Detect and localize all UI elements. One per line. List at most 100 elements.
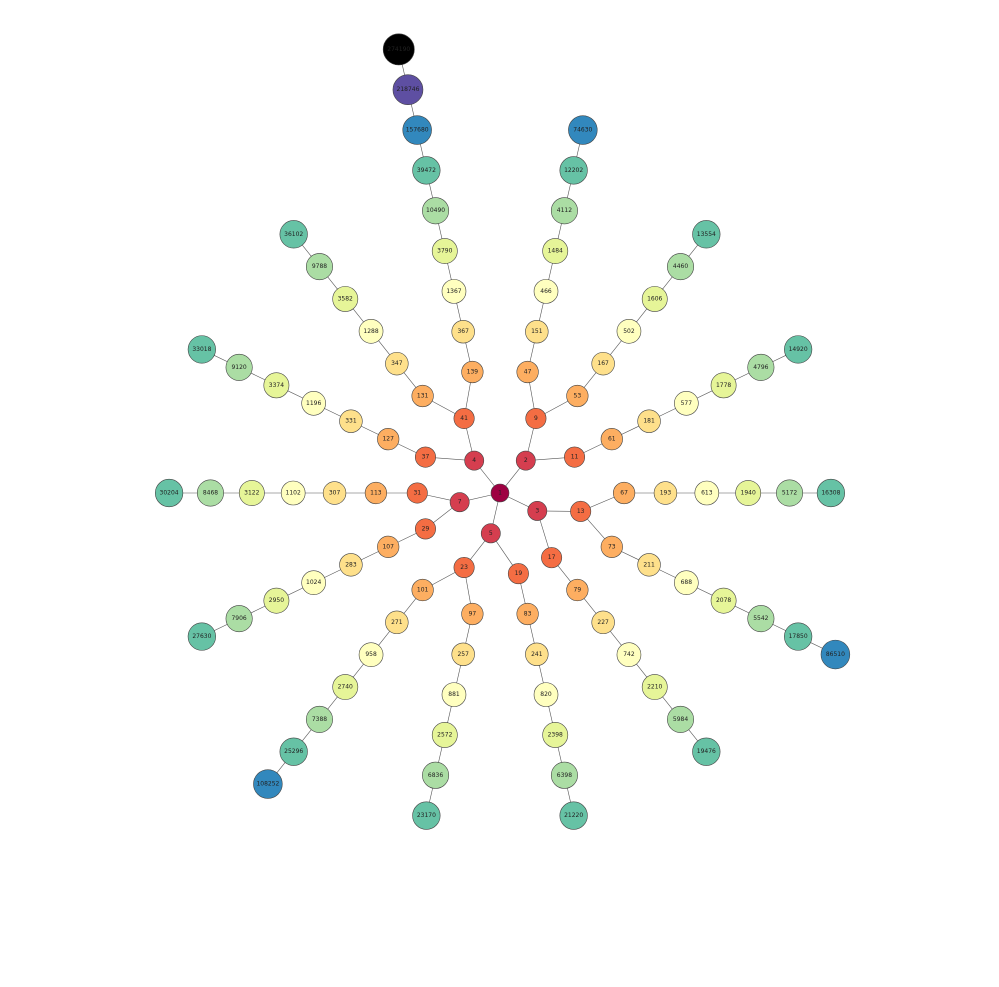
- node-circle: [516, 602, 539, 626]
- node-circle: [564, 446, 586, 468]
- node-circle: [385, 610, 409, 635]
- node-circle: [305, 705, 333, 733]
- node-label: 33018: [192, 346, 211, 353]
- node: 7: [449, 492, 470, 513]
- node-label: 958: [365, 651, 377, 658]
- node: 1: [490, 483, 510, 503]
- node-label: 47: [524, 369, 532, 376]
- node-circle: [412, 801, 441, 830]
- node: 23170: [412, 801, 441, 830]
- node-label: 5172: [782, 490, 797, 497]
- node-circle: [301, 390, 326, 416]
- node: 16308: [816, 478, 846, 508]
- node-circle: [279, 220, 308, 249]
- node-circle: [694, 480, 720, 506]
- node-label: 61: [608, 436, 616, 443]
- node: 742: [616, 642, 642, 667]
- node-circle: [776, 479, 804, 507]
- node-circle: [322, 481, 347, 505]
- node-label: 31: [413, 490, 421, 497]
- node-label: 2078: [716, 597, 731, 604]
- node-circle: [692, 737, 721, 766]
- node-label: 271: [391, 619, 403, 626]
- node: 74630: [568, 115, 598, 145]
- node-label: 211: [643, 561, 655, 568]
- node-label: 274190: [387, 46, 410, 53]
- node-label: 30204: [160, 490, 179, 497]
- node-label: 127: [382, 436, 394, 443]
- node-label: 19476: [697, 748, 716, 755]
- node: 27630: [187, 622, 216, 651]
- node-circle: [339, 553, 363, 577]
- node: 2398: [542, 722, 569, 748]
- node: 67: [612, 481, 636, 505]
- node: 36102: [279, 220, 308, 249]
- node: 1102: [280, 480, 306, 506]
- node: 307: [322, 481, 347, 505]
- node: 274190: [382, 33, 415, 66]
- node-circle: [225, 605, 253, 633]
- node-circle: [515, 450, 536, 471]
- node-label: 257: [457, 651, 469, 658]
- node-label: 53: [574, 392, 582, 399]
- node: 3: [527, 501, 548, 521]
- node-label: 113: [370, 490, 382, 497]
- node-circle: [490, 483, 510, 503]
- node-circle: [637, 553, 661, 577]
- node: 241: [525, 642, 549, 667]
- node: 31: [406, 482, 428, 504]
- node-label: 1288: [363, 328, 378, 335]
- node: 12202: [559, 156, 588, 185]
- node: 167: [591, 351, 615, 376]
- node-circle: [591, 610, 615, 635]
- node-circle: [480, 523, 501, 544]
- node: 466: [533, 279, 559, 304]
- node-circle: [616, 642, 642, 667]
- node-circle: [339, 409, 363, 433]
- node-circle: [591, 351, 615, 376]
- node-label: 9120: [231, 364, 246, 371]
- node: 1288: [358, 319, 384, 344]
- node: 131: [411, 384, 434, 408]
- node-circle: [392, 74, 424, 106]
- node-label: 107: [382, 543, 394, 550]
- node: 11: [564, 446, 586, 468]
- node: 23: [453, 557, 475, 579]
- node-circle: [431, 238, 458, 264]
- node-circle: [710, 372, 737, 399]
- node: 193: [653, 481, 678, 505]
- node-label: 8468: [203, 490, 218, 497]
- node: 1024: [301, 570, 326, 596]
- node-label: 1606: [647, 295, 662, 302]
- node: 113: [364, 481, 388, 505]
- node-circle: [358, 319, 384, 344]
- node-label: 108252: [256, 781, 279, 788]
- node-label: 12202: [564, 167, 583, 174]
- node: 820: [533, 682, 559, 707]
- node: 502: [616, 319, 642, 344]
- node-circle: [238, 480, 265, 506]
- node-circle: [154, 478, 184, 508]
- node: 127: [377, 428, 400, 451]
- node: 1940: [735, 480, 762, 506]
- nodes: 1235749111317192329313741475361677379839…: [154, 33, 851, 830]
- node: 13: [570, 500, 592, 522]
- node-label: 74630: [573, 127, 592, 134]
- node-label: 6398: [557, 772, 572, 779]
- node: 4796: [747, 353, 775, 381]
- node-circle: [710, 587, 737, 614]
- node-label: 881: [448, 691, 460, 698]
- node-circle: [784, 622, 813, 651]
- node-circle: [667, 705, 695, 733]
- node-label: 1: [498, 490, 502, 497]
- node-label: 7906: [231, 615, 246, 622]
- node-label: 5984: [673, 716, 688, 723]
- node: 367: [451, 319, 475, 344]
- node-label: 6836: [428, 772, 443, 779]
- node-label: 39472: [417, 167, 436, 174]
- node-label: 2950: [269, 597, 284, 604]
- node: 283: [339, 553, 363, 577]
- node: 73: [600, 535, 623, 558]
- node: 107: [377, 535, 400, 558]
